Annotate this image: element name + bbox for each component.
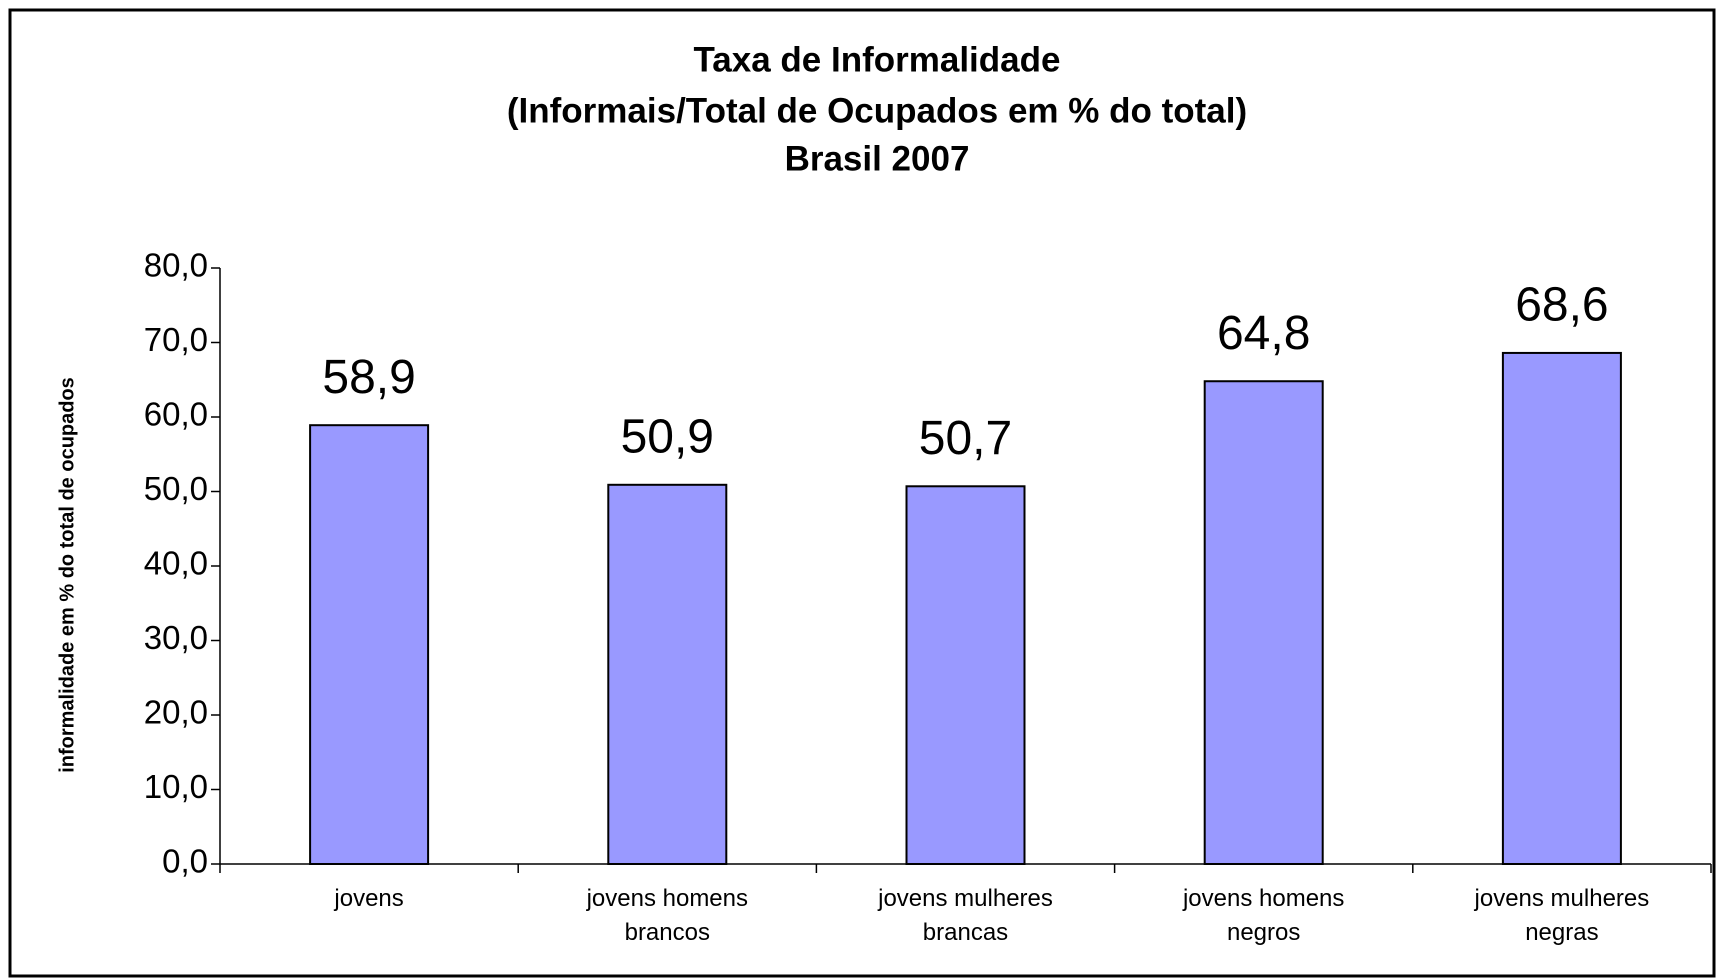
y-axis-label: informalidade em % do total de ocupados: [56, 377, 78, 773]
y-tick-label: 70,0: [144, 321, 208, 358]
y-tick-label: 10,0: [144, 768, 208, 805]
chart-subtitle: (Informais/Total de Ocupados em % do tot…: [507, 91, 1247, 130]
chart-subtitle: Brasil 2007: [785, 139, 970, 178]
x-tick-label: jovens: [334, 885, 404, 912]
bar: [1203, 380, 1324, 865]
bar: [309, 424, 430, 865]
bar: [905, 485, 1026, 865]
bar: [607, 483, 728, 865]
y-tick-label: 80,0: [144, 247, 208, 284]
data-label: 50,7: [919, 412, 1012, 465]
data-label: 64,8: [1217, 307, 1310, 360]
data-label: 68,6: [1515, 279, 1608, 332]
y-tick-label: 0,0: [162, 843, 208, 880]
chart-title: Taxa de Informalidade: [694, 40, 1061, 79]
x-tick-label: jovens mulheres brancas: [878, 885, 1053, 946]
x-tick-label: jovens homens brancos: [586, 885, 749, 946]
y-tick-label: 20,0: [144, 694, 208, 731]
bar: [1501, 351, 1622, 865]
data-label: 50,9: [621, 410, 714, 463]
y-tick-label: 60,0: [144, 396, 208, 433]
y-tick-label: 30,0: [144, 619, 208, 656]
y-tick-label: 40,0: [144, 545, 208, 582]
y-tick-label: 50,0: [144, 470, 208, 507]
chart-frame: [8, 8, 1716, 978]
data-label: 58,9: [322, 351, 415, 404]
x-tick-label: jovens homens negros: [1182, 885, 1345, 946]
x-tick-label: jovens mulheres negras: [1474, 885, 1650, 946]
